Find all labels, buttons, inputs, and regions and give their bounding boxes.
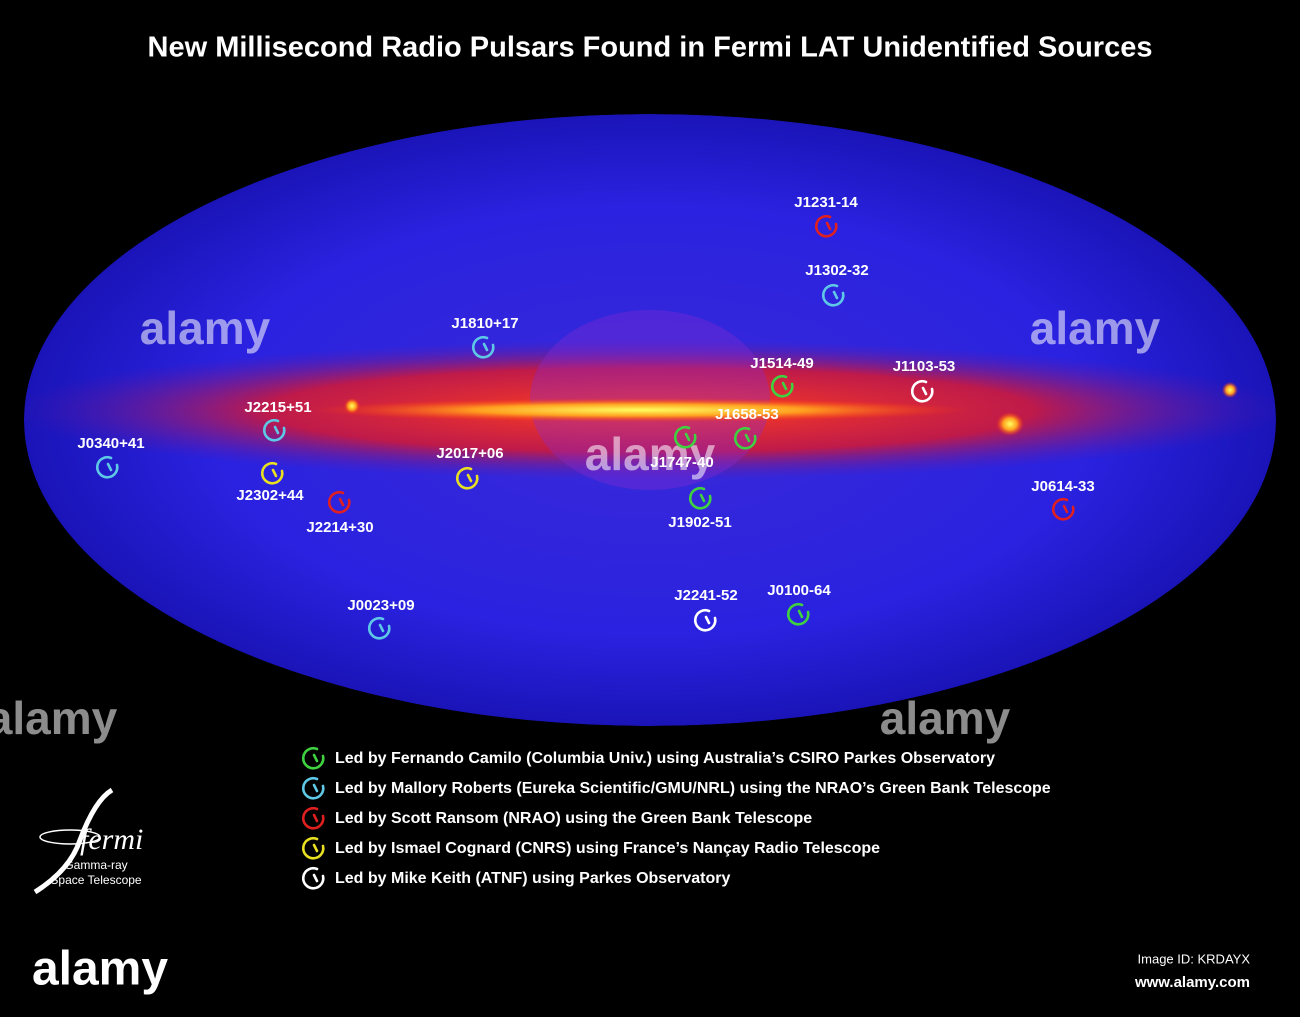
pulsar-label: J1103-53 [893, 358, 956, 375]
pulsar-marker [95, 456, 119, 479]
fermi-logo: fermi Gamma-ray Space Telescope [33, 787, 143, 895]
sky [24, 114, 1276, 726]
legend-icon [301, 747, 325, 770]
pulsar-label: J2017+06 [436, 445, 503, 462]
pulsar-marker [367, 617, 391, 640]
pulsar-label: J1514-49 [750, 355, 813, 372]
pulsar-marker [733, 427, 757, 450]
legend-icon [301, 777, 325, 800]
pulsar-marker [814, 215, 838, 238]
logo-name: fermi [80, 823, 143, 856]
pulsar-label: J0614-33 [1031, 478, 1094, 495]
legend-label: Led by Ismael Cognard (CNRS) using Franc… [335, 840, 880, 857]
pulsar-marker [770, 375, 794, 398]
legend-icon [301, 807, 325, 830]
image-id: Image ID: KRDAYX [1138, 951, 1251, 966]
watermark: alamy [140, 302, 271, 354]
pulsar-marker [262, 419, 286, 442]
pulsar-marker [260, 462, 284, 485]
legend-label: Led by Fernando Camilo (Columbia Univ.) … [335, 750, 995, 767]
pulsar-label: J0023+09 [347, 597, 414, 614]
pulsar-label: J1231-14 [794, 194, 858, 211]
logo-line: Space Telescope [50, 873, 142, 887]
watermark-brand: alamy [32, 943, 168, 996]
pulsar-label: J1747-40 [650, 454, 713, 471]
pulsar-label: J1658-53 [715, 406, 778, 423]
legend-icon [301, 867, 325, 890]
legend-label: Led by Mallory Roberts (Eureka Scientifi… [335, 780, 1051, 797]
pulsar-marker [786, 603, 810, 626]
pulsar-label: J1810+17 [451, 315, 518, 332]
pulsar-label: J2215+51 [244, 399, 311, 416]
watermark-url: www.alamy.com [1134, 974, 1250, 991]
pulsar-marker [821, 284, 845, 307]
title: New Millisecond Radio Pulsars Found in F… [148, 32, 1153, 64]
pulsar-marker [1051, 498, 1075, 521]
pulsar-marker [688, 487, 712, 510]
watermark: alamy [0, 692, 118, 744]
pulsar-marker [910, 380, 934, 403]
pulsar-label: J2302+44 [236, 487, 304, 504]
pulsar-marker [327, 491, 351, 514]
pulsar-label: J2241-52 [674, 587, 737, 604]
pulsar-marker [455, 467, 479, 490]
pulsar-label: J0100-64 [767, 582, 831, 599]
pulsar-label: J0340+41 [77, 435, 144, 452]
watermark: alamy [1030, 302, 1161, 354]
pulsar-marker [673, 426, 697, 449]
watermark: alamy [585, 428, 716, 480]
legend-label: Led by Scott Ransom (NRAO) using the Gre… [335, 810, 812, 827]
watermark: alamy [880, 692, 1011, 744]
pulsar-label: J1302-32 [805, 262, 868, 279]
pulsar-label: J2214+30 [306, 519, 373, 536]
pulsar-marker [693, 609, 717, 632]
pulsar-label: J1902-51 [668, 514, 731, 531]
logo-line: Gamma-ray [64, 858, 127, 872]
legend-icon [301, 837, 325, 860]
legend-label: Led by Mike Keith (ATNF) using Parkes Ob… [335, 870, 730, 887]
pulsar-marker [471, 336, 495, 359]
